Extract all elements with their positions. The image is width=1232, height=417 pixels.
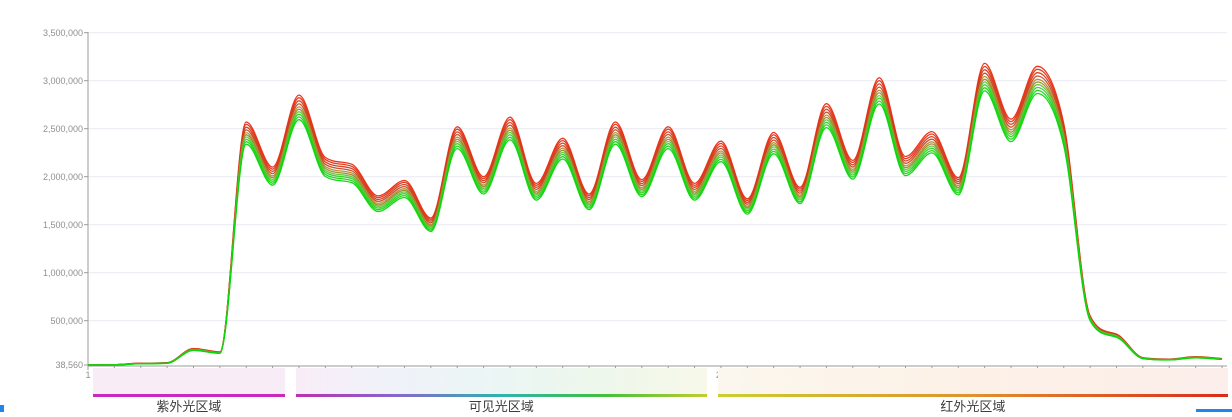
series-line-red-4: [87, 72, 1223, 366]
scrollbar-fragment-left: [0, 405, 4, 412]
y-tick-label: 2,500,000: [42, 123, 83, 134]
series-line-olive-1: [87, 75, 1223, 366]
series-line-olive-2: [87, 78, 1223, 366]
y-tick-label: 500,000: [50, 315, 83, 326]
region-underline-uv: [93, 394, 285, 397]
y-tick-label: 1,000,000: [42, 267, 83, 278]
region-band-ir: [717, 368, 1228, 397]
series-line-red-3: [87, 69, 1223, 366]
y-tick-label: 2,000,000: [42, 171, 83, 182]
series-line-red-2: [87, 65, 1223, 366]
x-tick-label: 1: [85, 370, 91, 380]
region-underline-visible: [295, 394, 707, 397]
series-line-green-2: [88, 84, 1223, 366]
series-line-green-1: [87, 81, 1223, 366]
series-line-green-3: [88, 87, 1223, 366]
region-label-visible: 可见光区域: [468, 399, 534, 414]
series-line-green-4: [88, 90, 1223, 366]
region-band-visible: [295, 368, 707, 397]
scrollbar-fragment-right: [1196, 409, 1232, 412]
region-label-ir: 红外光区域: [940, 399, 1006, 414]
y-tick-label: 38,560: [55, 360, 83, 370]
y-tick-label: 1,500,000: [42, 219, 83, 230]
y-tick-label: 3,000,000: [42, 75, 83, 86]
region-label-uv: 紫外光区域: [156, 399, 222, 414]
region-underline-ir: [717, 394, 1228, 397]
y-tick-label: 3,500,000: [42, 27, 83, 38]
series-line-red-1: [87, 62, 1223, 366]
region-band-uv: [93, 368, 285, 397]
